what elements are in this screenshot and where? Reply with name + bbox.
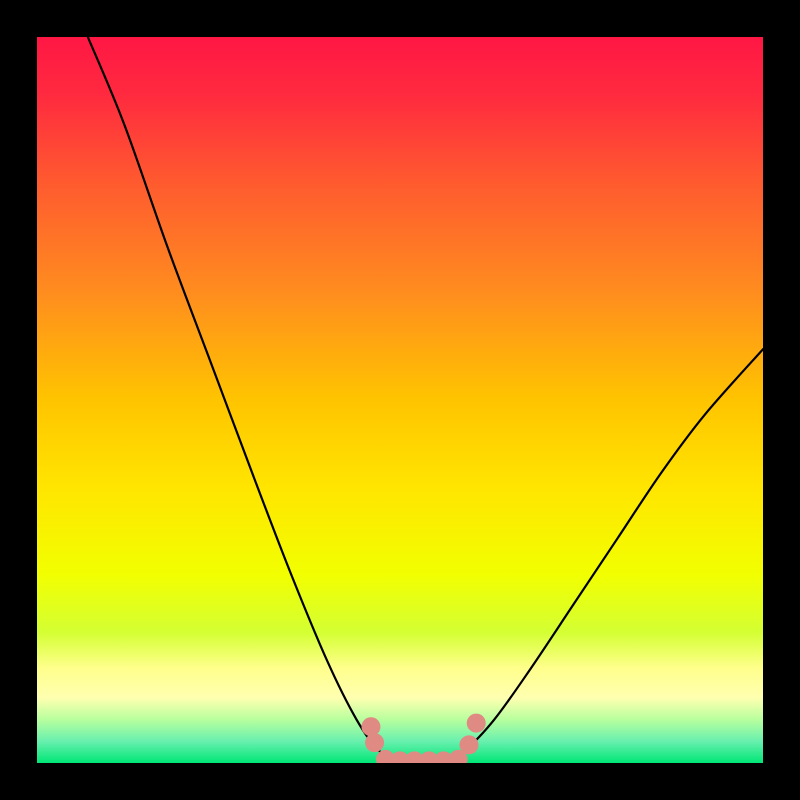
valley-marker xyxy=(459,735,478,754)
valley-marker xyxy=(361,717,380,736)
chart-stage: TheBottleneck.com xyxy=(0,0,800,800)
bottleneck-curve-chart xyxy=(0,0,800,800)
valley-marker xyxy=(365,733,384,752)
valley-marker xyxy=(467,714,486,733)
plot-background xyxy=(37,37,763,763)
